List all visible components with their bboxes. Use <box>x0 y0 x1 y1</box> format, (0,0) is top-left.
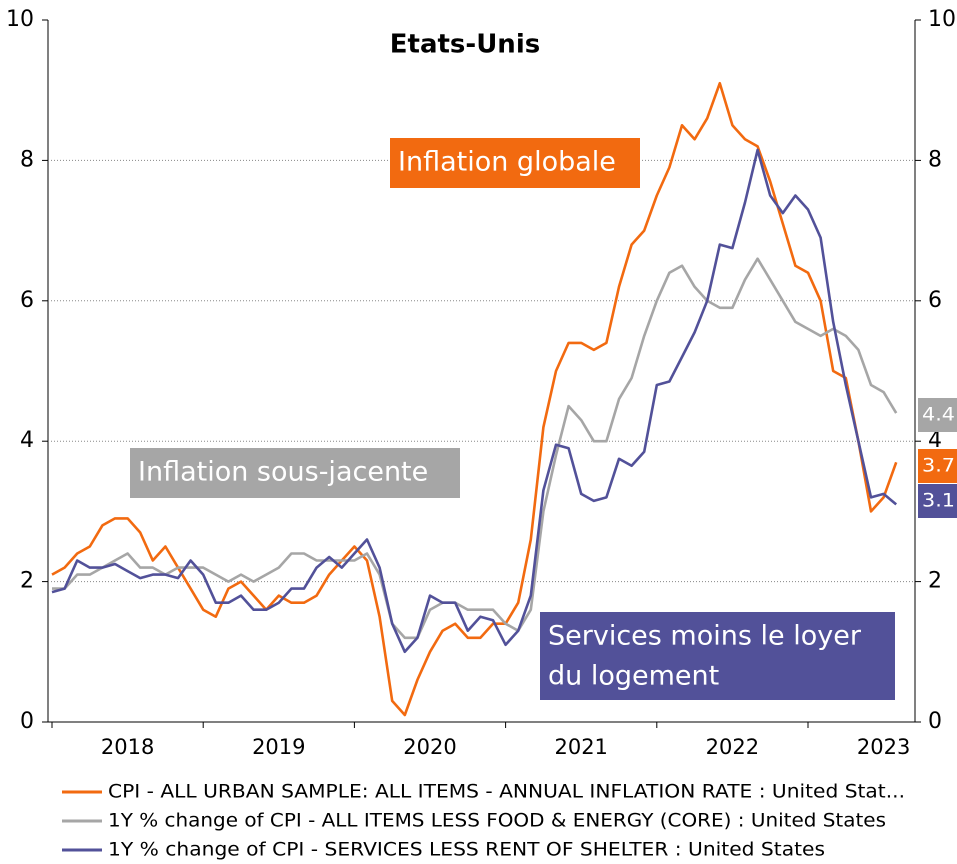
annotation-text: Services moins le loyer <box>548 621 862 652</box>
y-tick-label: 2 <box>20 569 34 594</box>
series-line <box>51 81 898 717</box>
legend-label: CPI - ALL URBAN SAMPLE: ALL ITEMS - ANNU… <box>108 781 905 803</box>
end-label: 4.4 <box>922 404 955 426</box>
series-line <box>51 148 898 654</box>
annotation-box <box>540 612 895 700</box>
series-line <box>52 257 898 640</box>
x-tick-label: 2022 <box>706 735 759 759</box>
x-tick-label: 2021 <box>554 735 607 759</box>
x-tick-label: 2019 <box>252 735 305 759</box>
legend-label: 1Y % change of CPI - SERVICES LESS RENT … <box>108 839 825 861</box>
x-tick-label: 2023 <box>857 735 910 759</box>
y2-tick-label: 2 <box>928 569 942 594</box>
y2-tick-label: 6 <box>928 288 942 313</box>
annotation-text: du logement <box>548 661 719 692</box>
end-label-box <box>918 398 957 432</box>
y-tick-label: 0 <box>20 709 34 734</box>
annotation-box <box>390 138 640 188</box>
y-tick-label: 6 <box>20 288 34 313</box>
y-tick-label: 10 <box>6 7 34 32</box>
annotation-box <box>130 448 460 498</box>
y-tick-label: 4 <box>20 428 34 453</box>
y2-tick-label: 0 <box>928 709 942 734</box>
end-label: 3.1 <box>922 490 955 512</box>
annotation-text: Inflation sous-jacente <box>138 457 428 488</box>
y2-tick-label: 8 <box>928 147 942 172</box>
annotation-text: Inflation globale <box>398 147 616 178</box>
end-label: 3.7 <box>922 455 955 477</box>
chart-title: Etats-Unis <box>390 30 540 60</box>
end-label-box <box>918 449 957 483</box>
x-tick-label: 2018 <box>101 735 154 759</box>
end-label-box <box>918 484 957 518</box>
y2-tick-label: 4 <box>928 428 942 453</box>
y-tick-label: 8 <box>20 147 34 172</box>
x-tick-label: 2020 <box>403 735 456 759</box>
legend-label: 1Y % change of CPI - ALL ITEMS LESS FOOD… <box>108 810 886 832</box>
y2-tick-label: 10 <box>928 7 956 32</box>
